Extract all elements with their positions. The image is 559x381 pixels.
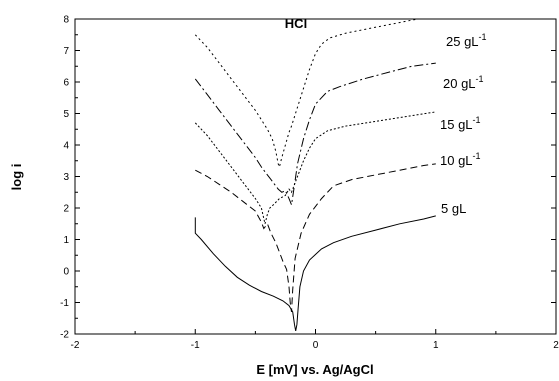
plot-frame xyxy=(74,18,557,335)
y-tick-label: 5 xyxy=(63,109,69,120)
y-tick-label: -1 xyxy=(60,298,69,309)
curve-5-gl xyxy=(194,215,436,331)
y-tick-label: 7 xyxy=(63,46,69,57)
curve-label-superscript: -1 xyxy=(479,32,487,42)
y-axis-title: log i xyxy=(9,164,24,191)
curve-20-gl-1 xyxy=(194,62,436,207)
y-tick-label: 2 xyxy=(63,204,69,215)
curve-label: 25 gL-1 xyxy=(446,32,487,49)
curve-label-text: 5 gL xyxy=(441,201,466,216)
y-tick-label: -2 xyxy=(60,330,69,341)
y-tick-label: 4 xyxy=(63,141,69,152)
y-tick-label: 3 xyxy=(63,172,69,183)
curves xyxy=(194,18,436,331)
x-tick-label: 2 xyxy=(553,340,559,351)
y-tick-label: 6 xyxy=(63,78,69,89)
x-tick-label: 0 xyxy=(313,340,319,351)
curve-label-text: 10 gL xyxy=(440,153,473,168)
x-axis-ticks: -2 -1 0 1 2 xyxy=(71,329,559,351)
chart-title: HCl xyxy=(285,16,307,31)
x-axis-title: E [mV] vs. Ag/AgCl xyxy=(256,362,373,377)
curve-label: 5 gL xyxy=(441,201,466,216)
curve-25-gl-1 xyxy=(194,18,418,169)
curve-label: 15 gL-1 xyxy=(440,115,481,132)
y-tick-label: 1 xyxy=(63,235,69,246)
y-tick-label: 8 xyxy=(63,15,69,26)
curve-label-text: 25 gL xyxy=(446,34,479,49)
x-tick-label: 1 xyxy=(433,340,439,351)
x-tick-label: -2 xyxy=(71,340,80,351)
curve-label-superscript: -1 xyxy=(473,115,481,125)
curve-15-gl-1 xyxy=(194,111,436,224)
curve-label-text: 20 gL xyxy=(443,76,476,91)
curve-label: 10 gL-1 xyxy=(440,151,481,168)
y-tick-label: 0 xyxy=(63,267,69,278)
curve-label-superscript: -1 xyxy=(476,74,484,84)
curve-label: 20 gL-1 xyxy=(443,74,484,91)
x-tick-label: -1 xyxy=(191,340,200,351)
curve-label-superscript: -1 xyxy=(473,151,481,161)
curve-label-text: 15 gL xyxy=(440,117,473,132)
curve-10-gl-1 xyxy=(195,163,436,312)
y-axis-ticks: -2 -1 0 1 2 3 4 5 6 7 8 xyxy=(60,15,556,341)
plot-border xyxy=(74,18,557,335)
